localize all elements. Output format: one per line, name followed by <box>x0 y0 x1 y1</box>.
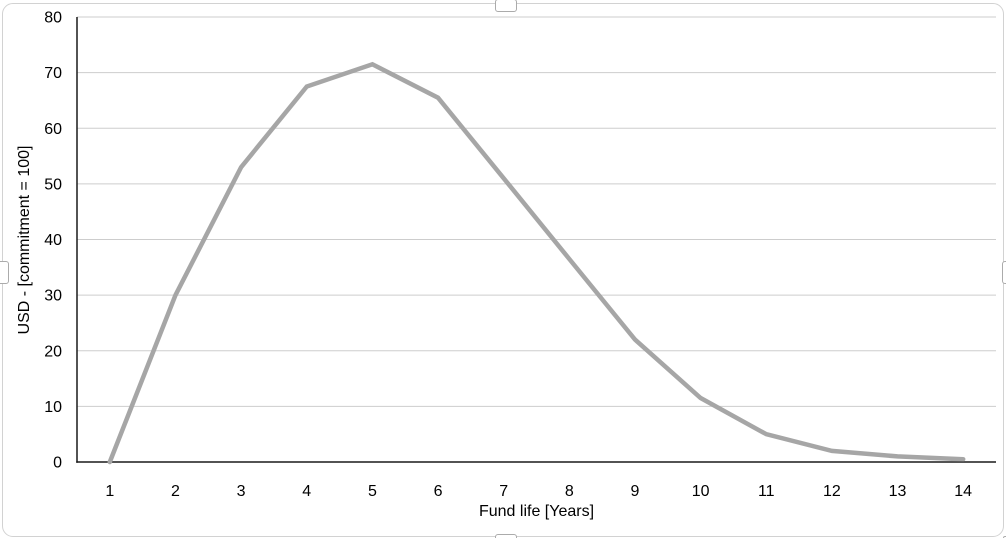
x-tick-label: 2 <box>171 483 180 500</box>
x-tick-label: 10 <box>692 483 710 500</box>
x-tick-label: 5 <box>368 483 377 500</box>
y-tick-label: 30 <box>44 288 62 305</box>
resize-handle-top[interactable] <box>495 0 517 12</box>
x-tick-label: 13 <box>889 483 907 500</box>
resize-handle-left[interactable] <box>0 261 9 284</box>
y-tick-label: 0 <box>53 455 62 472</box>
x-tick-label: 11 <box>758 483 775 500</box>
x-tick-label: 7 <box>499 483 508 500</box>
y-tick-label: 10 <box>44 399 62 416</box>
x-tick-label: 9 <box>631 483 640 500</box>
x-tick-label: 8 <box>565 483 574 500</box>
y-axis-title[interactable]: USD - [commitment = 100] <box>16 145 33 335</box>
data-series-line[interactable] <box>107 61 966 465</box>
y-tick-label: 20 <box>44 343 62 360</box>
x-tick-label: 14 <box>954 483 972 500</box>
x-axis-title[interactable]: Fund life [Years] <box>478 503 595 520</box>
y-tick-label: 40 <box>44 232 62 249</box>
x-tick-label: 4 <box>302 483 311 500</box>
x-tick-label: 1 <box>105 483 114 500</box>
resize-handle-bottom-right[interactable] <box>1003 536 1006 538</box>
x-tick-label: 12 <box>823 483 841 500</box>
resize-handle-right[interactable] <box>1002 261 1006 284</box>
y-tick-label: 50 <box>44 176 62 193</box>
y-tick-label: 60 <box>44 121 62 138</box>
resize-handle-bottom[interactable] <box>495 534 517 538</box>
y-tick-label: 80 <box>44 10 62 27</box>
x-tick-label: 6 <box>434 483 443 500</box>
y-tick-label: 70 <box>44 65 62 82</box>
x-tick-label: 3 <box>237 483 246 500</box>
